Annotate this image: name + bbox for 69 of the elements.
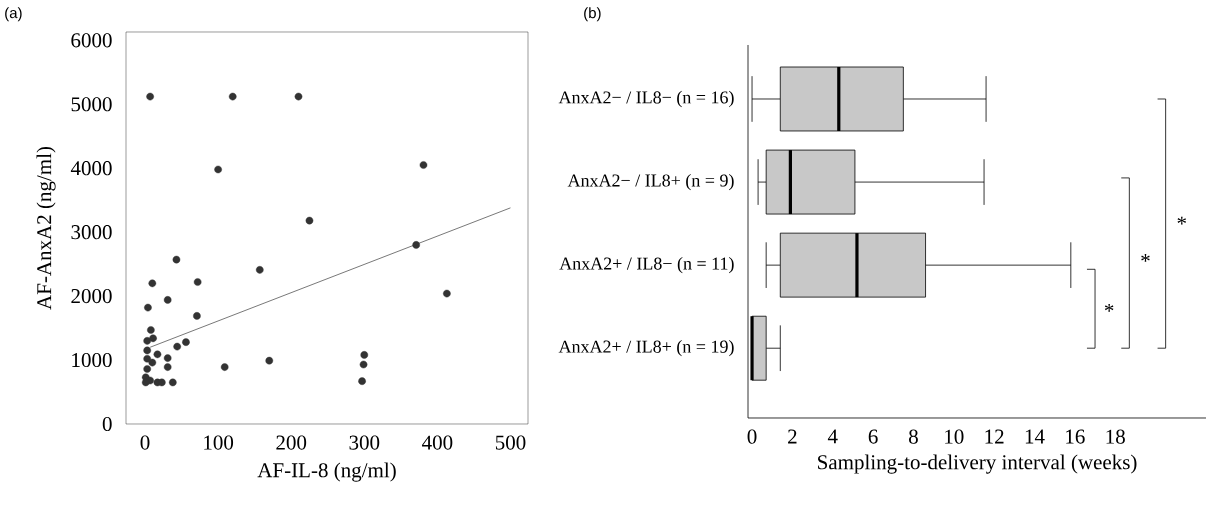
point bbox=[143, 337, 152, 345]
point bbox=[163, 354, 172, 362]
point bbox=[163, 363, 172, 371]
x-tick-label: 0 bbox=[140, 435, 150, 450]
x-tick-label: 2 bbox=[788, 429, 797, 444]
point bbox=[412, 241, 420, 249]
y-tick-label: 0 bbox=[102, 416, 112, 432]
point bbox=[193, 278, 202, 286]
x-tick-label: 400 bbox=[422, 435, 453, 450]
point bbox=[143, 365, 152, 373]
x-tick-label: 12 bbox=[985, 429, 1004, 444]
y-tick-label: 4000 bbox=[70, 161, 112, 176]
y-tick-label: AnxA2+ / IL8+ (n = 19) bbox=[558, 340, 734, 357]
annotation: * bbox=[1177, 216, 1187, 225]
point bbox=[153, 350, 162, 359]
x-tick-label: 14 bbox=[1025, 429, 1045, 444]
point bbox=[168, 378, 177, 387]
x-axis-title: AF-IL-8 (ng/ml) bbox=[257, 462, 396, 482]
point bbox=[214, 165, 222, 174]
x-tick-label: 10 bbox=[945, 429, 964, 444]
point bbox=[147, 326, 155, 334]
point bbox=[359, 360, 368, 369]
x-tick-label: 16 bbox=[1066, 429, 1085, 444]
x-tick-label: 18 bbox=[1106, 429, 1125, 444]
x-axis-title: Sampling-to-delivery interval (weeks) bbox=[818, 454, 1137, 474]
y-tick-label: AnxA2+ / IL8− (n = 11) bbox=[559, 256, 734, 274]
point bbox=[360, 351, 369, 359]
point bbox=[220, 363, 229, 371]
y-axis-title: AF-AnxA2 (ng/ml) bbox=[36, 146, 56, 310]
point bbox=[265, 356, 274, 365]
x-tick-label: 300 bbox=[349, 435, 380, 450]
point bbox=[141, 378, 150, 387]
point bbox=[143, 346, 152, 355]
text: (b) bbox=[584, 7, 601, 22]
point bbox=[149, 334, 157, 343]
y-tick-label: AnxA2− / IL8− (n = 16) bbox=[558, 90, 734, 108]
point bbox=[148, 358, 157, 367]
point bbox=[305, 216, 314, 225]
annotation: * bbox=[1104, 303, 1114, 312]
y-tick-label: 3000 bbox=[71, 225, 112, 240]
x-tick-label: 6 bbox=[868, 429, 878, 444]
point bbox=[228, 92, 237, 101]
y-tick-label: 5000 bbox=[71, 97, 112, 112]
x-tick-label: 100 bbox=[204, 435, 234, 450]
point bbox=[172, 255, 181, 264]
point bbox=[163, 296, 172, 304]
point bbox=[158, 378, 166, 387]
point bbox=[294, 92, 303, 101]
x-tick-label: 200 bbox=[276, 435, 307, 450]
point bbox=[255, 266, 264, 274]
point bbox=[419, 161, 428, 169]
point bbox=[443, 289, 451, 298]
x-tick-label: 0 bbox=[747, 429, 757, 444]
y-tick-label: 2000 bbox=[71, 289, 112, 304]
y-tick-label: 6000 bbox=[71, 33, 112, 48]
point bbox=[182, 338, 190, 346]
text: (a) bbox=[5, 7, 22, 22]
x-tick-label: 500 bbox=[495, 435, 526, 450]
point bbox=[173, 342, 181, 351]
x-tick-label: 4 bbox=[827, 429, 838, 444]
point bbox=[193, 312, 201, 320]
point bbox=[148, 279, 157, 288]
y-tick-label: AnxA2− / IL8+ (n = 9) bbox=[567, 173, 734, 191]
annotation: * bbox=[1141, 254, 1150, 262]
point bbox=[358, 377, 366, 385]
x-tick-label: 8 bbox=[908, 429, 918, 444]
y-tick-label: 1000 bbox=[72, 352, 112, 368]
point bbox=[146, 92, 154, 101]
point bbox=[144, 303, 152, 312]
